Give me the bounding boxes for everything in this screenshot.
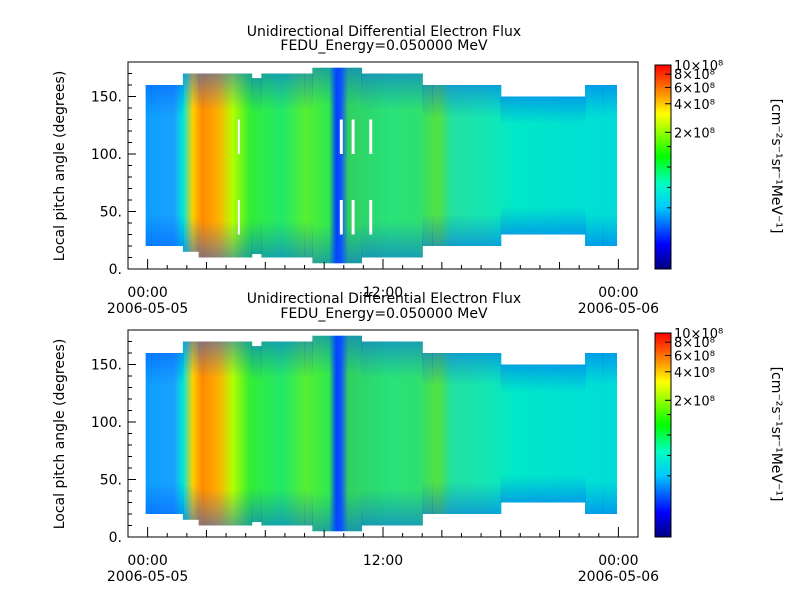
x-tick-label: 00:00 (127, 285, 167, 301)
spectrogram-shade (251, 346, 262, 523)
x-tick-sublabel: 2006-05-06 (578, 569, 659, 585)
colorbar-tick-label: 8×10⁸ (674, 68, 715, 83)
y-tick-label: 50. (100, 473, 122, 489)
spectrogram-shade (304, 73, 313, 258)
spectrogram-shade (602, 85, 618, 246)
data-gap (351, 119, 355, 154)
colorbar-tick-label: 4×10⁸ (674, 98, 715, 113)
y-tick-label: 0. (109, 530, 122, 546)
spectrogram-shade (261, 73, 306, 258)
spectrogram-shade (422, 353, 433, 514)
spectrogram-shade (145, 85, 153, 246)
x-tick-label: 00:00 (598, 553, 638, 569)
spectrogram (145, 67, 618, 264)
colorbar-tick-label: 2×10⁸ (674, 126, 715, 141)
colorbar-label: [cm⁻²s⁻¹sr⁻¹MeV⁻¹] (768, 367, 784, 502)
y-tick-label: 100. (91, 147, 122, 163)
spectrogram-shade (432, 85, 502, 246)
spectrogram-shade (585, 85, 604, 246)
spectrogram-shade (304, 341, 313, 526)
colorbar-tick-label: 10×10⁸ (674, 59, 723, 74)
data-gap (369, 119, 373, 154)
colorbar-tick-label: 10×10⁸ (674, 327, 723, 342)
y-tick-label: 0. (109, 262, 122, 278)
y-axis-label: Local pitch angle (degrees) (52, 339, 68, 530)
x-tick-sublabel: 2006-05-05 (107, 569, 188, 585)
spectrogram-shade (251, 78, 262, 255)
data-gap (369, 200, 373, 235)
data-gap (339, 119, 343, 154)
y-tick-label: 100. (91, 415, 122, 431)
data-gap (237, 200, 240, 235)
spectrogram-shade (151, 353, 184, 514)
data-gap (351, 200, 355, 235)
spectrogram-shade (198, 73, 253, 258)
x-tick-label: 12:00 (363, 553, 403, 569)
spectrogram-shade (500, 96, 586, 235)
chart-subtitle: FEDU_Energy=0.050000 MeV (280, 38, 488, 54)
colorbar (655, 333, 671, 537)
colorbar-label: [cm⁻²s⁻¹sr⁻¹MeV⁻¹] (768, 99, 784, 234)
x-tick-label: 12:00 (363, 285, 403, 301)
data-gap (339, 200, 343, 235)
colorbar-tick-label: 8×10⁸ (674, 336, 715, 351)
spectrogram-shade (500, 364, 586, 503)
y-tick-label: 150. (91, 358, 122, 374)
x-tick-sublabel: 2006-05-06 (578, 301, 659, 317)
y-tick-label: 150. (91, 90, 122, 106)
spectrogram-shade (198, 341, 253, 526)
colorbar-tick-label: 6×10⁸ (674, 349, 715, 364)
chart-subtitle: FEDU_Energy=0.050000 MeV (280, 306, 488, 322)
chart-title: Unidirectional Differential Electron Flu… (247, 24, 521, 40)
data-gap (237, 119, 240, 154)
x-tick-label: 00:00 (598, 285, 638, 301)
spectrogram-shade (145, 353, 153, 514)
spectrogram-shade (182, 341, 200, 520)
spectrogram-shade (361, 341, 423, 526)
colorbar (655, 65, 671, 269)
spectrogram-shade (261, 341, 306, 526)
spectrogram-shade (602, 353, 618, 514)
spectrogram-shade (312, 67, 363, 264)
y-tick-label: 50. (100, 205, 122, 221)
spectrogram-shade (151, 85, 184, 246)
spectrogram (145, 335, 618, 532)
spectrogram-shade (182, 73, 200, 252)
x-tick-sublabel: 2006-05-05 (107, 301, 188, 317)
chart-title: Unidirectional Differential Electron Flu… (247, 291, 521, 307)
y-axis-label: Local pitch angle (degrees) (52, 71, 68, 262)
x-tick-label: 00:00 (127, 553, 167, 569)
colorbar-tick-label: 2×10⁸ (674, 394, 715, 409)
spectrogram-shade (585, 353, 604, 514)
colorbar-tick-label: 4×10⁸ (674, 366, 715, 381)
colorbar-tick-label: 6×10⁸ (674, 81, 715, 96)
spectrogram-shade (422, 85, 433, 246)
panel-bottom: Unidirectional Differential Electron Flu… (52, 291, 784, 585)
spectrogram-shade (312, 335, 363, 532)
spectrogram-shade (432, 353, 502, 514)
panel-top: Unidirectional Differential Electron Flu… (52, 24, 784, 317)
